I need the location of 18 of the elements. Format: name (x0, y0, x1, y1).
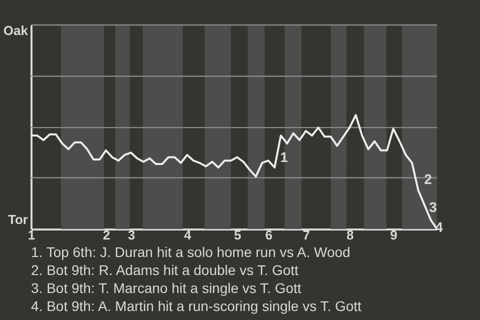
x-tick-label: 9 (390, 228, 398, 242)
annotation: 3 (429, 199, 438, 215)
x-tick-label: 5 (234, 228, 242, 242)
x-tick-label: 4 (184, 228, 192, 242)
text: 4. Bot 9th: A. Martin hit a run-scoring single vs T. Gott (31, 298, 362, 314)
x-tick-label: 3 (128, 228, 136, 242)
annotation: 2 (424, 171, 432, 187)
x-tick-label: 8 (346, 228, 354, 242)
annotation: 1 (280, 149, 288, 165)
text: Oak (3, 23, 29, 38)
text: 2. Bot 9th: R. Adams hit a double vs T. Gott (31, 262, 299, 278)
text: 1. Top 6th: J. Duran hit a solo home run vs A. Wood (31, 244, 350, 260)
text: 3. Bot 9th: T. Marcano hit a single vs T. Gott (31, 280, 302, 296)
x-tick-label: 1 (28, 228, 36, 242)
x-tick-label: 7 (302, 228, 310, 242)
x-tick-label: 6 (265, 228, 272, 242)
text: Tor (8, 212, 28, 227)
x-tick-label: 2 (102, 228, 110, 242)
